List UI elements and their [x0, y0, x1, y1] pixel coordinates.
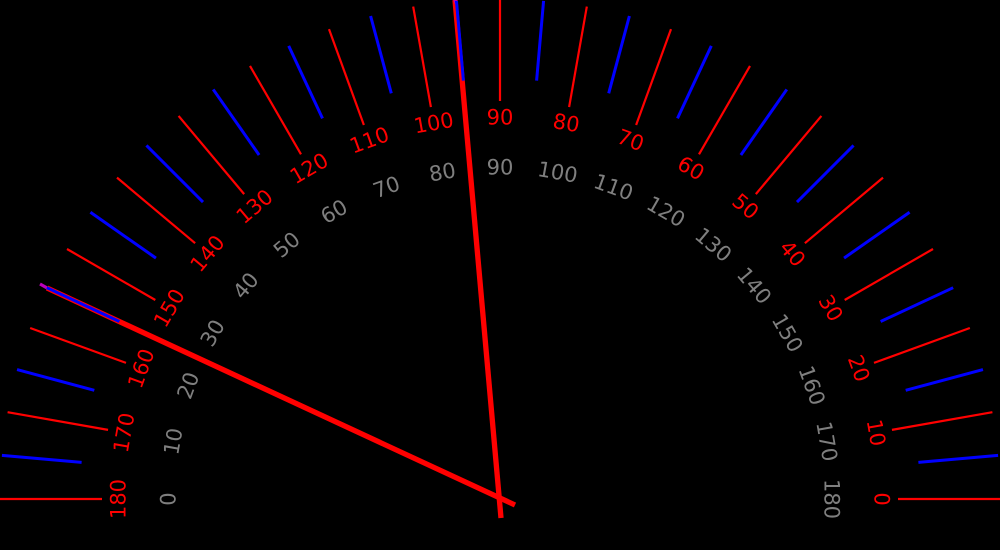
minor-tick — [676, 45, 713, 119]
major-tick — [177, 115, 246, 195]
minor-tick — [211, 88, 261, 156]
major-tick — [116, 176, 196, 245]
outer-scale-label: 80 — [551, 109, 581, 137]
outer-scale-label: 180 — [106, 479, 130, 519]
minor-tick — [145, 144, 205, 204]
minor-tick — [880, 286, 954, 323]
major-tick — [412, 6, 432, 108]
outer-scale-label: 0 — [870, 492, 894, 505]
major-tick — [327, 28, 365, 126]
minor-tick — [89, 210, 157, 260]
minor-tick — [16, 368, 95, 392]
minor-tick — [454, 0, 465, 81]
ray-95-degrees — [452, 0, 504, 519]
ray-155-degrees — [45, 285, 517, 508]
minor-tick — [1, 453, 82, 464]
outer-scale-label: 10 — [862, 417, 890, 447]
inner-scale-label: 80 — [427, 158, 457, 186]
major-tick — [873, 326, 971, 364]
inner-scale-label: 0 — [156, 492, 180, 505]
major-tick — [29, 326, 127, 364]
minor-tick — [369, 15, 393, 94]
inner-scale-label: 10 — [159, 426, 187, 456]
minor-tick — [918, 453, 999, 464]
major-tick — [249, 65, 302, 155]
minor-tick — [46, 286, 120, 323]
minor-tick — [287, 45, 324, 119]
major-tick — [635, 28, 673, 126]
outer-scale-label: 90 — [487, 105, 514, 129]
major-tick — [804, 176, 884, 245]
minor-tick — [739, 88, 789, 156]
inner-scale-label: 180 — [820, 479, 844, 519]
major-tick — [754, 115, 823, 195]
minor-tick — [607, 15, 631, 94]
minor-tick — [535, 0, 546, 81]
ray-tip-marker — [39, 282, 49, 290]
inner-scale-label: 90 — [487, 155, 514, 179]
major-tick — [66, 248, 156, 301]
major-tick — [568, 6, 588, 108]
major-tick — [7, 411, 109, 431]
major-tick — [698, 65, 751, 155]
minor-tick — [795, 144, 855, 204]
minor-tick — [905, 368, 984, 392]
major-tick — [844, 248, 934, 301]
minor-tick — [843, 210, 911, 260]
major-tick — [891, 411, 993, 431]
